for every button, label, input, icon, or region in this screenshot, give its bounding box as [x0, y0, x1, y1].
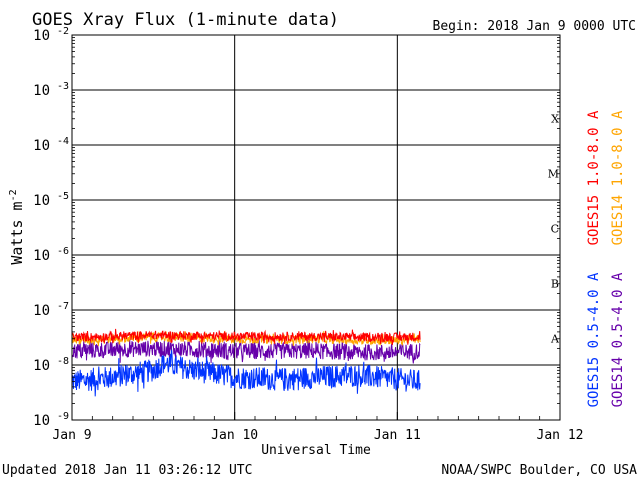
y-tick-label: 10	[33, 193, 50, 209]
x-tick-label: Jan 10	[211, 428, 258, 443]
legend: GOES15 1.0-8.0 A GOES14 1.0-8.0 A GOES14 0…	[586, 110, 626, 407]
y-tick-exponent: -6	[57, 246, 69, 257]
y-tick-label: 10	[33, 303, 50, 319]
y-tick-exponent: -8	[57, 356, 69, 367]
y-tick-label: 10	[33, 83, 50, 99]
x-tick-label: Jan 9	[52, 428, 91, 443]
plot-grid	[72, 35, 560, 420]
y-tick-base: 10	[33, 303, 50, 319]
x-tick-label: Jan 11	[374, 428, 421, 443]
chart-title: GOES Xray Flux (1-minute data)	[32, 10, 339, 30]
y-axis-label: Watts m-2	[8, 189, 26, 264]
y-tick-base: 10	[33, 248, 50, 264]
y-tick-base: 10	[33, 138, 50, 154]
series-line	[72, 328, 421, 346]
legend-entry: GOES14 1.0-8.0 A	[610, 110, 626, 245]
begin-label: Begin: 2018 Jan 9 0000 UTC	[433, 19, 637, 34]
y-tick-exponent: -9	[57, 411, 69, 422]
y-tick-label: 10	[33, 248, 50, 264]
y-tick-exponent: -7	[57, 301, 69, 312]
series-line	[71, 347, 421, 397]
flare-class-M: M	[548, 168, 559, 181]
y-axis-ticks: 10 -2 10 -3 10 -4 10 -5 10 -6 10 -7 10 -8 10 -9	[33, 26, 560, 429]
legend-entry: GOES15 0.5-4.0 A	[586, 272, 602, 407]
series-layer	[71, 328, 421, 397]
y-tick-label: 10	[33, 138, 50, 154]
y-tick-exponent: -4	[57, 136, 69, 147]
flare-class-B: B	[551, 278, 559, 291]
y-tick-label: 10	[33, 413, 50, 429]
updated-timestamp: Updated 2018 Jan 11 03:26:12 UTC	[2, 463, 252, 478]
x-axis-label: Universal Time	[261, 443, 371, 458]
y-tick-base: 10	[33, 193, 50, 209]
flare-class-A: A	[550, 333, 560, 346]
flare-class-C: C	[551, 223, 559, 236]
y-tick-base: 10	[33, 28, 50, 44]
series-line	[71, 330, 421, 347]
y-tick-base: 10	[33, 413, 50, 429]
y-tick-label: 10	[33, 358, 50, 374]
y-axis-label-exponent: -2	[8, 189, 19, 201]
x-tick-label: Jan 12	[537, 428, 584, 443]
y-tick-base: 10	[33, 83, 50, 99]
legend-entry: GOES15 1.0-8.0 A	[586, 110, 602, 245]
y-axis-label-text: Watts m	[8, 201, 26, 264]
y-tick-base: 10	[33, 358, 50, 374]
flare-class-labels: X M C B A	[548, 113, 560, 346]
y-tick-label: 10	[33, 28, 50, 44]
credit-text: NOAA/SWPC Boulder, CO USA	[441, 463, 637, 478]
legend-entry: GOES14 0.5-4.0 A	[610, 272, 626, 407]
y-tick-exponent: -5	[57, 191, 69, 202]
y-tick-exponent: -2	[57, 26, 69, 37]
series-line	[71, 336, 421, 364]
y-tick-exponent: -3	[57, 81, 69, 92]
x-axis-ticks: Jan 9 Jan 10 Jan 11 Jan 12	[52, 412, 583, 443]
flare-class-X: X	[551, 113, 559, 126]
